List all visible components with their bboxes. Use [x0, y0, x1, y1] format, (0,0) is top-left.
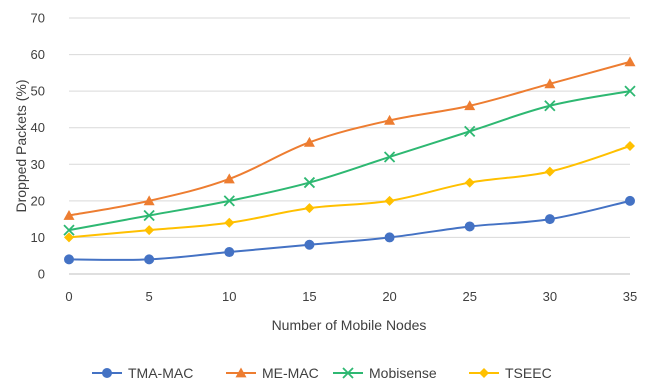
y-tick-labels: 0 10 20 30 40 50 60 70 — [31, 11, 45, 282]
data-point-tseec-25 — [464, 177, 475, 188]
data-point-mobisense-35 — [624, 85, 636, 97]
x-tick-label-20: 20 — [382, 289, 396, 304]
y-tick-label-10: 10 — [31, 230, 45, 245]
data-point-tma-mac-15 — [304, 239, 315, 250]
series-line-tseec — [68, 145, 631, 239]
series-markers — [63, 56, 636, 265]
x-tick-label-5: 5 — [146, 289, 153, 304]
data-point-me-mac-30 — [544, 78, 556, 89]
data-point-tma-mac-5 — [144, 254, 155, 265]
data-point-tseec-5 — [144, 225, 155, 236]
data-point-mobisense-25 — [464, 125, 476, 138]
data-point-me-mac-5 — [143, 195, 155, 206]
data-point-me-mac-10 — [223, 173, 235, 184]
data-point-me-mac-15 — [303, 136, 315, 147]
data-point-mobisense-30 — [544, 100, 556, 112]
legend-marker-tma-mac — [102, 368, 112, 378]
data-point-tma-mac-25 — [464, 221, 475, 232]
x-tick-label-25: 25 — [462, 289, 476, 304]
grid-lines — [69, 17, 630, 238]
x-axis-title: Number of Mobile Nodes — [272, 317, 427, 333]
y-axis-title: Dropped Packets (%) — [13, 79, 29, 212]
y-tick-label-30: 30 — [31, 157, 45, 172]
data-point-mobisense-15 — [303, 176, 316, 189]
data-point-tseec-15 — [304, 203, 315, 214]
data-point-mobisense-20 — [383, 151, 396, 163]
legend-marker-tseec — [479, 368, 489, 378]
data-point-me-mac-35 — [624, 56, 636, 67]
series-line-me-mac — [68, 60, 631, 217]
data-point-tseec-30 — [544, 166, 555, 177]
legend-label-tseec: TSEEC — [505, 365, 552, 379]
x-tick-label-30: 30 — [543, 289, 557, 304]
legend-marker-me-mac — [235, 367, 247, 378]
legend: TMA-MAC ME-MAC Mobisense TSEEC — [92, 365, 552, 379]
x-tick-label-10: 10 — [222, 289, 236, 304]
data-point-tseec-10 — [224, 217, 235, 228]
data-point-mobisense-10 — [223, 195, 235, 207]
x-tick-label-0: 0 — [65, 289, 72, 304]
data-point-me-mac-25 — [464, 100, 476, 111]
legend-label-mobisense: Mobisense — [369, 365, 437, 379]
data-point-tseec-20 — [384, 195, 395, 206]
legend-item-tseec: TSEEC — [469, 365, 552, 379]
legend-label-me-mac: ME-MAC — [262, 365, 319, 379]
x-tick-labels: 0 5 10 15 20 25 30 35 — [65, 289, 637, 304]
data-point-tseec-0 — [64, 232, 74, 243]
series-line-mobisense — [68, 90, 631, 232]
data-point-tma-mac-20 — [384, 232, 395, 243]
data-point-mobisense-5 — [143, 209, 155, 222]
y-tick-label-70: 70 — [31, 11, 45, 26]
legend-item-tma-mac: TMA-MAC — [92, 365, 193, 379]
y-tick-label-50: 50 — [31, 84, 45, 99]
x-tick-label-35: 35 — [623, 289, 637, 304]
data-point-tma-mac-10 — [224, 247, 235, 258]
y-tick-label-60: 60 — [31, 47, 45, 62]
data-point-tma-mac-30 — [544, 214, 555, 225]
data-point-me-mac-0 — [63, 209, 75, 220]
legend-label-tma-mac: TMA-MAC — [128, 365, 193, 379]
x-tick-label-15: 15 — [302, 289, 316, 304]
data-point-mobisense-0 — [63, 224, 75, 236]
legend-item-mobisense: Mobisense — [333, 365, 437, 379]
data-point-tma-mac-35 — [625, 195, 635, 206]
y-tick-label-40: 40 — [31, 120, 45, 135]
data-point-tseec-35 — [625, 141, 635, 151]
legend-item-me-mac: ME-MAC — [226, 365, 319, 379]
y-tick-label-20: 20 — [31, 193, 45, 208]
y-tick-label-0: 0 — [38, 267, 45, 282]
data-point-tma-mac-0 — [64, 254, 74, 265]
legend-marker-mobisense — [342, 367, 354, 379]
data-point-me-mac-20 — [384, 114, 396, 125]
